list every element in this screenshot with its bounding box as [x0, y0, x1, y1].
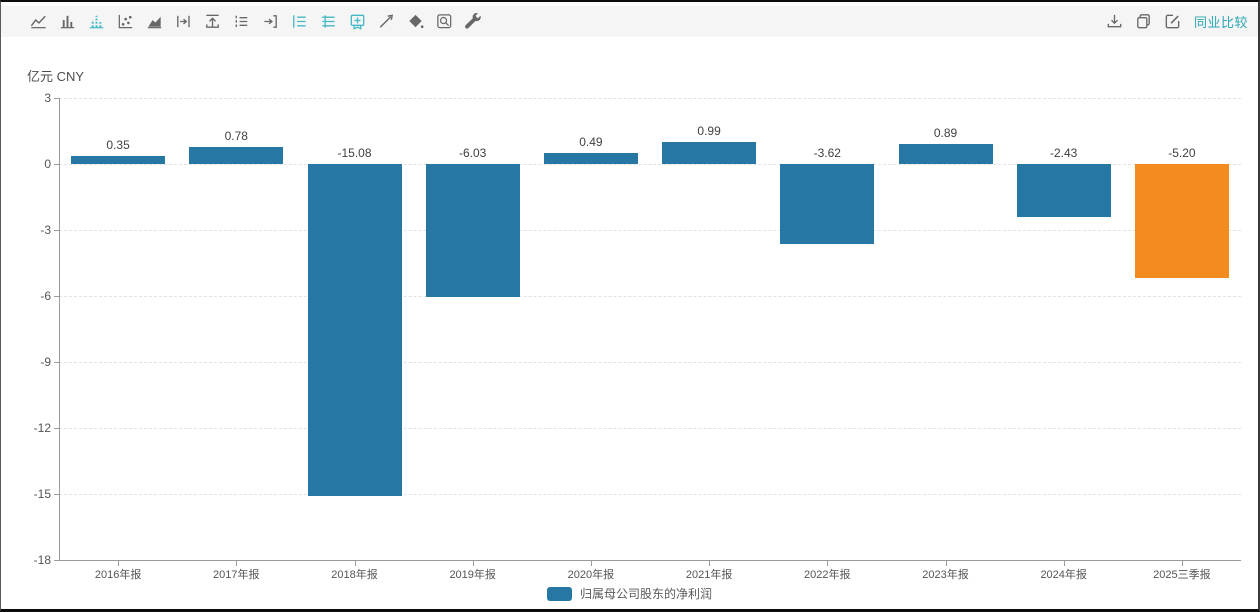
bar-2020年报[interactable] — [543, 153, 638, 164]
x-axis-tick — [590, 560, 592, 566]
x-axis-tick — [236, 560, 238, 566]
y-axis-tick-label: 0 — [44, 157, 51, 171]
x-axis-tick-label: 2023年报 — [922, 569, 969, 581]
bar-value-label: -6.03 — [459, 146, 487, 160]
gridline-y--3 — [59, 230, 1241, 231]
legend-swatch[interactable] — [546, 586, 572, 601]
bar-2017年报[interactable] — [189, 146, 284, 164]
bar-value-label: -3.62 — [813, 146, 841, 160]
bar-value-label: 0.35 — [106, 138, 130, 153]
x-axis-tick — [118, 560, 120, 566]
toolbar-right-group: 同业比较 — [1105, 6, 1248, 37]
y-axis-tick-label: -12 — [33, 421, 51, 435]
legend-label[interactable]: 归属母公司股东的净利润 — [579, 587, 712, 601]
x-axis-tick — [1181, 560, 1183, 566]
x-axis-tick-label: 2025三季报 — [1153, 569, 1211, 581]
chart-legend: 归属母公司股东的净利润 — [1, 585, 1258, 602]
bar-value-label: -2.43 — [1050, 146, 1078, 160]
x-axis-tick-label: 2017年报 — [213, 569, 260, 581]
y-axis-unit-label: 亿元 CNY — [27, 69, 85, 84]
bar-2021年报[interactable] — [662, 142, 757, 164]
chart-toolbar: 同业比较 — [1, 6, 1258, 37]
bar-2016年报[interactable] — [71, 156, 166, 164]
bar-value-label: -5.20 — [1168, 146, 1196, 160]
x-axis-line — [59, 560, 1241, 561]
x-axis-tick-label: 2020年报 — [567, 569, 615, 581]
gridline-y--15 — [59, 494, 1241, 495]
gridline-y--12 — [59, 428, 1241, 429]
gridline-y-0 — [59, 164, 1241, 165]
x-axis-tick-label: 2016年报 — [94, 569, 142, 581]
x-axis-tick — [1063, 560, 1065, 566]
y-axis-tick-label: -18 — [33, 553, 51, 567]
bar-2024年报[interactable] — [1016, 164, 1111, 218]
y-axis-tick-label: -3 — [40, 223, 51, 237]
bar-2023年报[interactable] — [898, 144, 993, 164]
x-axis-tick-label: 2018年报 — [331, 569, 378, 581]
bar-value-label: -15.08 — [337, 146, 372, 160]
y-axis-tick — [54, 296, 59, 297]
x-axis-tick-label: 2022年报 — [804, 569, 851, 581]
gridline-y--9 — [59, 362, 1241, 363]
peer-comparison-link[interactable]: 同业比较 — [1193, 15, 1248, 30]
bar-2025三季报[interactable] — [1134, 164, 1229, 279]
x-axis-tick — [354, 560, 356, 566]
x-axis-tick-label: 2024年报 — [1040, 569, 1087, 581]
y-axis-line — [59, 98, 60, 560]
bar-value-label: 0.78 — [224, 128, 248, 143]
bar-value-label: 0.49 — [579, 135, 603, 150]
y-axis-tick — [54, 362, 59, 363]
x-axis-tick — [472, 560, 474, 566]
bar-value-label: 0.89 — [933, 126, 958, 141]
y-axis-tick-label: -9 — [40, 355, 51, 369]
bar-2022年报[interactable] — [780, 164, 875, 244]
bar-2019年报[interactable] — [425, 164, 520, 297]
bar-value-label: 0.99 — [697, 124, 721, 139]
y-axis-tick-label: -15 — [33, 487, 51, 501]
y-axis-tick — [54, 560, 59, 561]
y-axis-tick — [54, 494, 59, 495]
x-axis-tick — [709, 560, 711, 566]
x-axis-tick — [945, 560, 947, 566]
bar-2018年报[interactable] — [307, 164, 402, 496]
gridline-y--6 — [59, 296, 1241, 297]
y-axis-tick — [54, 230, 59, 231]
y-axis-tick — [54, 164, 59, 165]
x-axis-tick-label: 2021年报 — [685, 569, 733, 581]
y-axis-tick-label: 3 — [44, 91, 51, 105]
gridline-y-3 — [59, 98, 1241, 99]
y-axis-tick — [54, 98, 59, 99]
x-axis-tick-label: 2019年报 — [449, 569, 496, 581]
y-axis-tick — [54, 428, 59, 429]
x-axis-tick — [827, 560, 829, 566]
y-axis-tick-label: -6 — [40, 289, 51, 303]
